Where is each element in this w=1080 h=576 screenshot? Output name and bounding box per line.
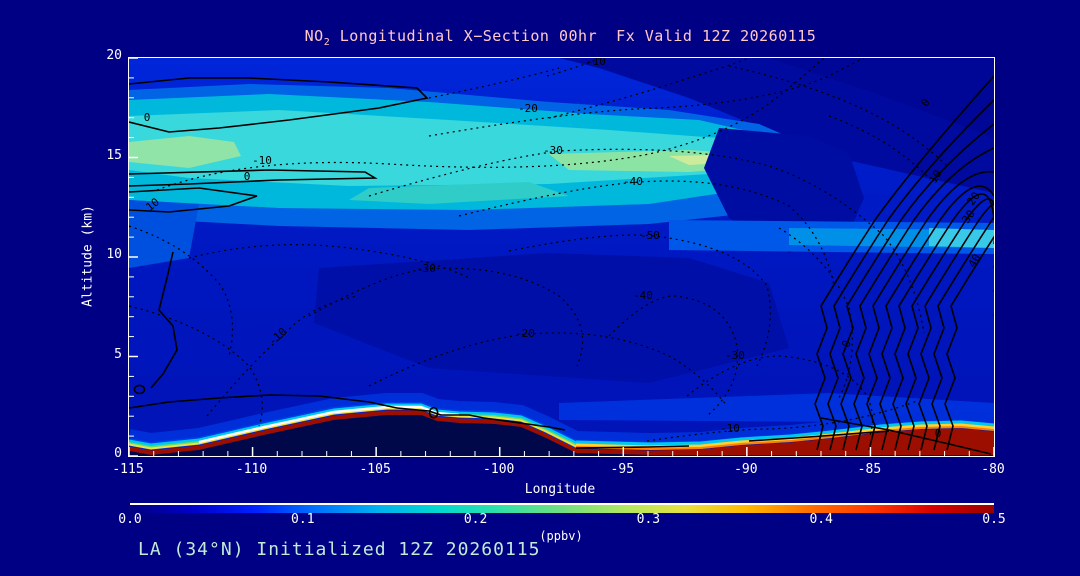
y-tick-label: 0 (114, 446, 122, 461)
y-tick-label: 20 (106, 48, 122, 63)
svg-text:-20: -20 (518, 102, 538, 115)
filled-contours (129, 58, 994, 456)
colorbar-tick-label: 0.5 (982, 512, 1006, 527)
colorbar-tick-label: 0.3 (636, 512, 661, 527)
colorbar (130, 503, 994, 513)
svg-text:-10: -10 (252, 154, 272, 167)
x-axis-title: Longitude (524, 482, 596, 497)
svg-text:0: 0 (935, 427, 942, 440)
svg-text:-10: -10 (720, 422, 740, 435)
plot-area: 0 0 10 -10 -20 -10 -30 -40 -50 -30 -40 -20 -30 -10 -10… (128, 57, 995, 457)
svg-text:20: 20 (964, 190, 982, 208)
y-tick-label: 10 (106, 247, 122, 262)
svg-text:40: 40 (966, 252, 984, 270)
colorbar-tick-label: 0.1 (291, 512, 315, 527)
svg-text:0: 0 (839, 339, 853, 349)
colorbar-tick-label: 0.2 (463, 512, 488, 527)
colorbar-tick-label: 0.0 (118, 512, 142, 527)
y-tick-label: 15 (106, 147, 122, 163)
x-tick-label: -85 (857, 462, 882, 477)
colorbar-tick-label: 0.4 (809, 512, 833, 527)
x-tick-label: -110 (235, 462, 268, 477)
chart-title: NO2 Longitudinal X−Section 00hr Fx Valid… (128, 27, 993, 48)
y-tick-label: 5 (114, 346, 122, 362)
svg-text:10: 10 (143, 195, 161, 213)
axis-ticks (129, 58, 994, 456)
x-tick-label: -95 (610, 462, 635, 477)
x-tick-label: -105 (359, 462, 391, 477)
svg-text:-40: -40 (623, 175, 643, 188)
x-tick-label: -80 (981, 462, 1005, 477)
svg-text:-50: -50 (640, 229, 660, 242)
init-annotation: LA (34°N) Initialized 12Z 20260115 (138, 539, 541, 560)
svg-text:0: 0 (244, 170, 251, 183)
chart-title-rest: Longitudinal X−Section 00hr Fx Valid 12Z… (330, 27, 817, 45)
svg-text:10: 10 (927, 168, 945, 186)
contour-plot: 0010-10-20-10-30-40-50-30-40-20-30-10-10… (129, 58, 994, 456)
x-tick-label: -115 (112, 462, 144, 477)
svg-text:-20: -20 (515, 327, 535, 340)
svg-text:-40: -40 (633, 289, 653, 302)
dense-contour-fan (814, 75, 994, 451)
x-tick-label: -100 (483, 462, 515, 477)
chart-title-subscript: 2 (323, 37, 331, 48)
svg-text:30: 30 (959, 208, 977, 226)
svg-text:-10: -10 (586, 58, 606, 68)
svg-text:-30: -30 (543, 144, 563, 157)
solid-contour-lines (129, 77, 992, 455)
svg-text:-30: -30 (725, 349, 745, 362)
svg-text:0: 0 (144, 111, 151, 124)
chart-title-prefix: NO (304, 27, 324, 45)
colorbar-units-label: (ppbv) (539, 529, 583, 543)
x-tick-label: -90 (734, 462, 758, 477)
terrain-surface-layer (129, 393, 994, 456)
y-axis-title: Altitude (km) (80, 205, 96, 307)
svg-text:-30: -30 (416, 262, 436, 275)
